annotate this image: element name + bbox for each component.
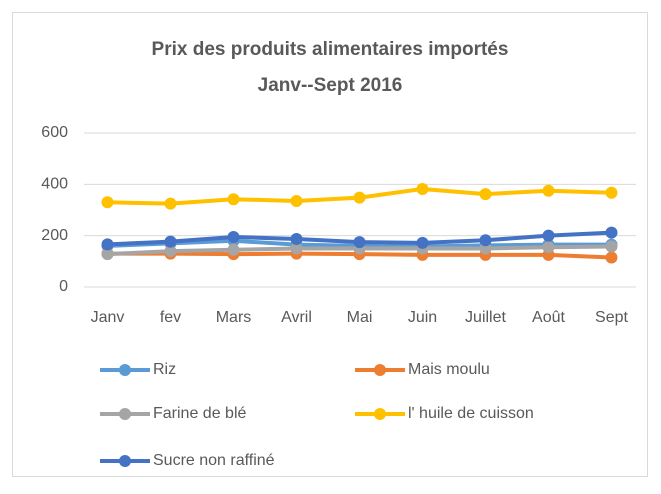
point (227, 243, 240, 256)
legend-label: Farine de blé (153, 405, 246, 422)
point (164, 245, 177, 258)
point (290, 242, 303, 255)
point (164, 197, 177, 210)
point (479, 242, 492, 255)
point (290, 233, 303, 246)
point (416, 182, 429, 195)
legend-marker (374, 364, 386, 376)
y-tick-label: 200 (41, 227, 68, 244)
point (605, 186, 618, 199)
point (479, 234, 492, 247)
chart-title: Janv--Sept 2016 (258, 75, 403, 96)
x-tick-label: Août (532, 309, 565, 326)
chart-title: Prix des produits alimentaires importés (152, 39, 509, 60)
point (101, 248, 114, 261)
x-tick-label: Mars (216, 309, 252, 326)
y-tick-label: 0 (59, 278, 68, 295)
point (290, 195, 303, 208)
point (164, 235, 177, 248)
point (479, 188, 492, 201)
legend-label: Mais moulu (408, 361, 490, 378)
point (353, 191, 366, 204)
point (605, 240, 618, 253)
point (227, 193, 240, 206)
x-tick-label: Sept (595, 309, 628, 326)
legend-marker (119, 455, 131, 467)
point (101, 196, 114, 209)
point (227, 230, 240, 243)
point (101, 238, 114, 251)
x-tick-label: Juillet (465, 309, 506, 326)
point (542, 184, 555, 197)
point (542, 229, 555, 242)
y-tick-label: 400 (41, 176, 68, 193)
point (542, 241, 555, 254)
x-tick-label: Mai (347, 309, 373, 326)
legend-marker (374, 408, 386, 420)
y-tick-label: 600 (41, 124, 68, 141)
x-tick-label: fev (160, 309, 181, 326)
point (605, 251, 618, 264)
legend-marker (119, 364, 131, 376)
legend-label: l' huile de cuisson (408, 405, 534, 422)
point (353, 236, 366, 249)
legend-label: Sucre non raffiné (153, 452, 275, 469)
point (416, 236, 429, 249)
legend-marker (119, 408, 131, 420)
legend-label: Riz (153, 361, 176, 378)
point (605, 226, 618, 239)
x-tick-label: Avril (281, 309, 312, 326)
x-tick-label: Juin (408, 309, 437, 326)
x-tick-label: Janv (91, 309, 125, 326)
